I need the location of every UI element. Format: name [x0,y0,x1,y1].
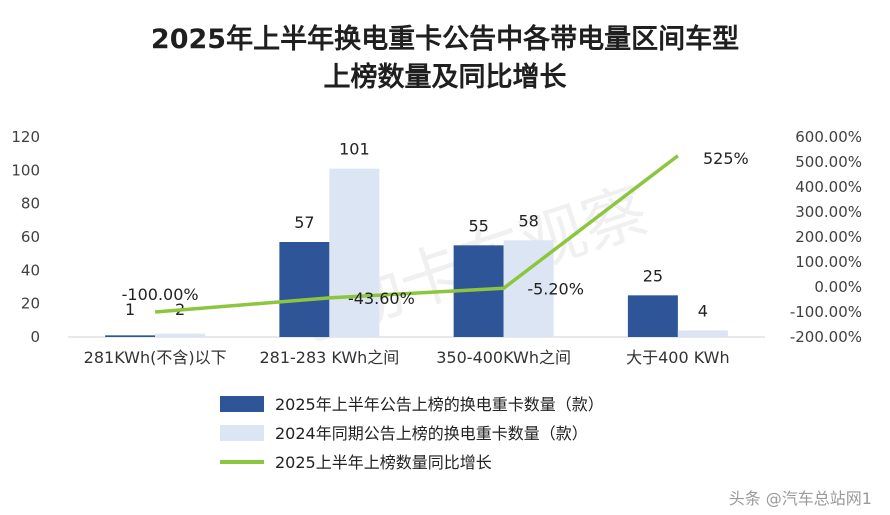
bar-data-label: 4 [698,301,708,320]
y-right-tick-label: 600.00% [795,128,862,146]
bar-data-label: 25 [643,266,663,285]
legend-swatch [220,425,264,441]
source-watermark: 头条 @汽车总站网1 [729,489,872,508]
x-category-label: 281-283 KWh之间 [259,348,399,367]
bar-2025 [279,242,330,337]
plot-area: 0 20 40 60 80 100 120 -200.00% -100.00% 0.00% 100.… [11,128,862,367]
bar-data-label: 55 [468,216,488,235]
y-left-tick-label: 60 [21,228,40,246]
growth-data-label: 525% [703,149,749,168]
bar-data-label: 58 [518,211,538,230]
bar-2024 [677,330,728,337]
y-right-tick-label: 100.00% [795,253,862,271]
y-right-tick-label: 300.00% [795,203,862,221]
x-category-label: 281KWh(不含)以下 [84,348,227,367]
y-right-tick-label: 500.00% [795,153,862,171]
legend-swatch [220,396,264,412]
y-right-tick-label: -100.00% [790,303,862,321]
growth-data-label: -43.60% [348,289,415,308]
bar-2025 [627,295,678,337]
y-right-tick-label: -200.00% [790,328,862,346]
x-category-label: 350-400KWh之间 [436,348,571,367]
y-left-tick-label: 40 [21,261,40,279]
chart-title-line-2: 上榜数量及同比增长 [324,61,568,93]
y-left-tick-label: 20 [21,295,40,313]
bar-data-label: 1 [125,300,135,319]
growth-line [154,154,679,314]
legend: 2025年上半年公告上榜的换电重卡数量（款） 2024年同期公告上榜的换电重卡数量… [220,395,604,472]
chart-title-line-1: 2025年上半年换电重卡公告中各带电量区间车型 [151,23,739,55]
legend-label: 2024年同期公告上榜的换电重卡数量（款） [275,424,588,443]
y-right-tick-label: 400.00% [795,178,862,196]
y-left-tick-label: 120 [11,128,40,146]
growth-data-label: -5.20% [527,279,584,298]
y-left-tick-label: 80 [21,195,40,213]
legend-label: 2025上半年上榜数量同比增长 [275,453,492,472]
y-left-tick-label: 0 [30,328,40,346]
x-category-label: 大于400 KWh [626,348,730,367]
legend-label: 2025年上半年公告上榜的换电重卡数量（款） [275,395,604,414]
y-right-tick-label: 0.00% [814,278,862,296]
growth-data-label: -100.00% [122,285,199,304]
bar-data-label: 101 [339,140,370,159]
y-left-tick-label: 100 [11,161,40,179]
bar-2025 [105,335,156,337]
y-right-tick-label: 200.00% [795,228,862,246]
bar-data-label: 57 [294,213,314,232]
bar-2024 [329,168,380,337]
bar-2024 [155,333,206,337]
